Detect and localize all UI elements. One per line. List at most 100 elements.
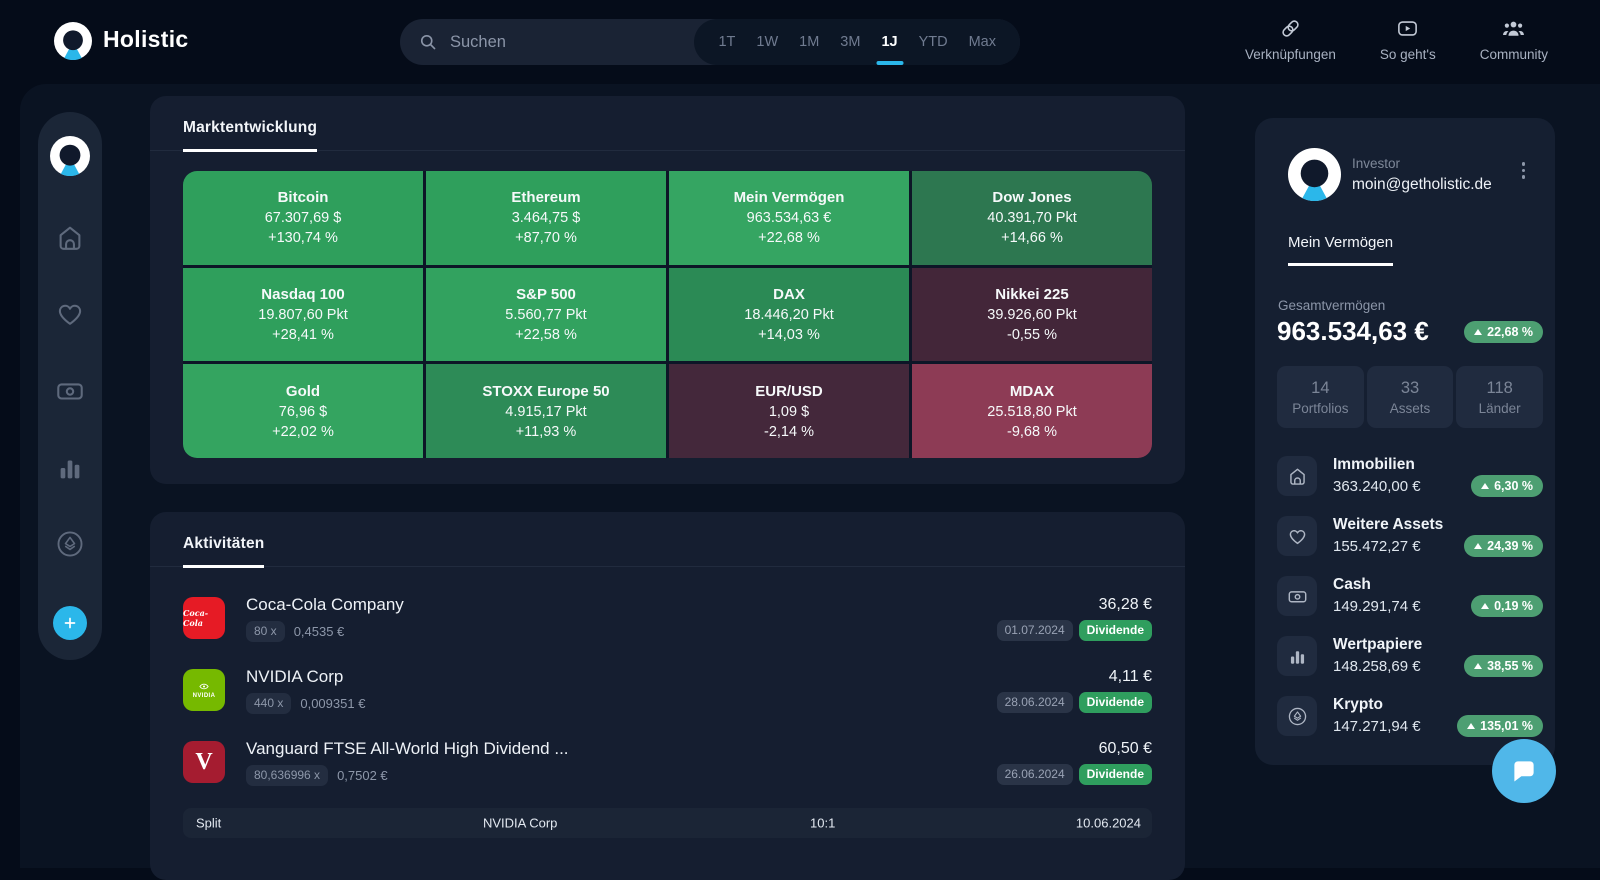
tile-change: +11,93 % (516, 424, 577, 440)
triangle-up-icon (1481, 603, 1489, 609)
tile-name: Bitcoin (278, 189, 329, 206)
tile-change: -9,68 % (1007, 424, 1057, 440)
activity-row-coca-cola[interactable]: Coca-Cola Coca-Cola Company 80 x 0,4535 … (150, 582, 1185, 654)
category-row-krypto[interactable]: Krypto 147.271,94 € 135,01 % (1277, 696, 1543, 748)
kebab-menu-icon[interactable] (1522, 162, 1526, 179)
stat-laender[interactable]: 118 Länder (1456, 366, 1543, 428)
activity-amount: 36,28 € (1099, 596, 1152, 614)
header-links: Verknüpfungen So geht's Community (1245, 17, 1548, 62)
market-tile-gold[interactable]: Gold 76,96 $ +22,02 % (183, 364, 423, 458)
verknuepfungen-button[interactable]: Verknüpfungen (1245, 17, 1336, 62)
home-icon[interactable] (55, 223, 85, 253)
market-card: Marktentwicklung Bitcoin 67.307,69 $ +13… (150, 96, 1185, 484)
search-bar[interactable]: 1T 1W 1M 3M 1J YTD Max (400, 19, 1020, 65)
change-badge: 135,01 % (1457, 715, 1543, 737)
search-icon (418, 32, 438, 52)
category-row-wertpapiere[interactable]: Wertpapiere 148.258,69 € 38,55 % (1277, 636, 1543, 688)
tab-ytd[interactable]: YTD (919, 19, 948, 65)
tile-value: 19.807,60 Pkt (258, 307, 348, 323)
tile-change: +22,02 % (272, 424, 334, 440)
dividende-badge: Dividende (1079, 764, 1152, 785)
market-tile-eurusd[interactable]: EUR/USD 1,09 $ -2,14 % (669, 364, 909, 458)
so-gehts-button[interactable]: So geht's (1380, 17, 1436, 62)
crypto-icon (1277, 696, 1317, 736)
search-input[interactable] (438, 33, 694, 52)
tile-change: +28,41 % (272, 327, 334, 343)
tile-value: 18.446,20 Pkt (744, 307, 834, 323)
tile-change: +14,03 % (758, 327, 820, 343)
triangle-up-icon (1474, 663, 1482, 669)
add-button[interactable] (53, 606, 87, 640)
stat-assets[interactable]: 33 Assets (1367, 366, 1454, 428)
category-row-weitere-assets[interactable]: Weitere Assets 155.472,27 € 24,39 % (1277, 516, 1543, 568)
activity-row-nvidia[interactable]: NVIDIA NVIDIA Corp 440 x 0,009351 € 4,11… (150, 654, 1185, 726)
quantity-badge: 440 x (246, 693, 291, 714)
split-asset: NVIDIA Corp (483, 816, 557, 831)
tile-name: MDAX (1010, 383, 1054, 400)
tile-value: 76,96 $ (279, 404, 327, 420)
chat-icon (1510, 757, 1538, 785)
chart-icon[interactable] (55, 453, 85, 483)
community-button[interactable]: Community (1480, 17, 1548, 62)
tile-value: 25.518,80 Pkt (987, 404, 1077, 420)
tile-name: Dow Jones (992, 189, 1071, 206)
split-row[interactable]: Split NVIDIA Corp 10:1 10.06.2024 (183, 808, 1152, 838)
chart-icon (1277, 636, 1317, 676)
change-badge: 24,39 % (1464, 535, 1543, 557)
tile-value: 4.915,17 Pkt (505, 404, 586, 420)
triangle-up-icon (1474, 543, 1482, 549)
tile-name: Ethereum (511, 189, 580, 206)
tab-aktivitaeten[interactable]: Aktivitäten (183, 535, 264, 568)
market-card-header: Marktentwicklung (150, 96, 1185, 151)
market-tile-ethereum[interactable]: Ethereum 3.464,75 $ +87,70 % (426, 171, 666, 265)
market-tile-mdax[interactable]: MDAX 25.518,80 Pkt -9,68 % (912, 364, 1152, 458)
tile-change: -0,55 % (1007, 327, 1057, 343)
sidebar-avatar-icon[interactable] (50, 136, 90, 176)
tile-value: 40.391,70 Pkt (987, 210, 1077, 226)
tile-value: 1,09 $ (769, 404, 809, 420)
tile-value: 5.560,77 Pkt (505, 307, 586, 323)
date-badge: 28.06.2024 (997, 692, 1073, 713)
tab-marktentwicklung[interactable]: Marktentwicklung (183, 119, 317, 152)
category-row-immobilien[interactable]: Immobilien 363.240,00 € 6,30 % (1277, 456, 1543, 508)
market-tile-mein-vermoegen[interactable]: Mein Vermögen 963.534,63 € +22,68 % (669, 171, 909, 265)
market-tile-dax[interactable]: DAX 18.446,20 Pkt +14,03 % (669, 268, 909, 362)
tab-1t[interactable]: 1T (718, 19, 735, 65)
tab-1j[interactable]: 1J (881, 19, 897, 65)
market-tile-sp500[interactable]: S&P 500 5.560,77 Pkt +22,58 % (426, 268, 666, 362)
stat-portfolios[interactable]: 14 Portfolios (1277, 366, 1364, 428)
tile-value: 39.926,60 Pkt (987, 307, 1077, 323)
market-tile-bitcoin[interactable]: Bitcoin 67.307,69 $ +130,74 % (183, 171, 423, 265)
tile-change: +22,68 % (758, 230, 820, 246)
tab-max[interactable]: Max (969, 19, 996, 65)
sidebar-nav (38, 112, 102, 660)
tab-1m[interactable]: 1M (799, 19, 819, 65)
category-row-cash[interactable]: Cash 149.291,74 € 0,19 % (1277, 576, 1543, 628)
market-tile-nasdaq[interactable]: Nasdaq 100 19.807,60 Pkt +28,41 % (183, 268, 423, 362)
tab-1w[interactable]: 1W (756, 19, 778, 65)
activity-name: Vanguard FTSE All-World High Dividend ..… (246, 739, 569, 759)
nvidia-logo: NVIDIA (183, 669, 225, 711)
market-tile-stoxx[interactable]: STOXX Europe 50 4.915,17 Pkt +11,93 % (426, 364, 666, 458)
tile-name: Mein Vermögen (734, 189, 845, 206)
quantity-badge: 80 x (246, 621, 285, 642)
video-icon (1396, 17, 1419, 40)
activity-row-vanguard[interactable]: V Vanguard FTSE All-World High Dividend … (150, 726, 1185, 798)
unit-price: 0,7502 € (337, 768, 388, 783)
market-tile-dow-jones[interactable]: Dow Jones 40.391,70 Pkt +14,66 % (912, 171, 1152, 265)
unit-price: 0,4535 € (294, 624, 345, 639)
heart-icon[interactable] (55, 299, 85, 329)
plus-icon (62, 615, 78, 631)
cash-icon[interactable] (55, 376, 85, 406)
holistic-logo-icon (54, 22, 92, 60)
tab-mein-vermoegen[interactable]: Mein Vermögen (1288, 234, 1393, 266)
change-badge: 38,55 % (1464, 655, 1543, 677)
crypto-icon[interactable] (55, 529, 85, 559)
tile-name: Gold (286, 383, 320, 400)
market-tile-nikkei[interactable]: Nikkei 225 39.926,60 Pkt -0,55 % (912, 268, 1152, 362)
tab-3m[interactable]: 3M (840, 19, 860, 65)
triangle-up-icon (1467, 723, 1475, 729)
chat-button[interactable] (1492, 739, 1556, 803)
dividende-badge: Dividende (1079, 692, 1152, 713)
tile-name: S&P 500 (516, 286, 576, 303)
